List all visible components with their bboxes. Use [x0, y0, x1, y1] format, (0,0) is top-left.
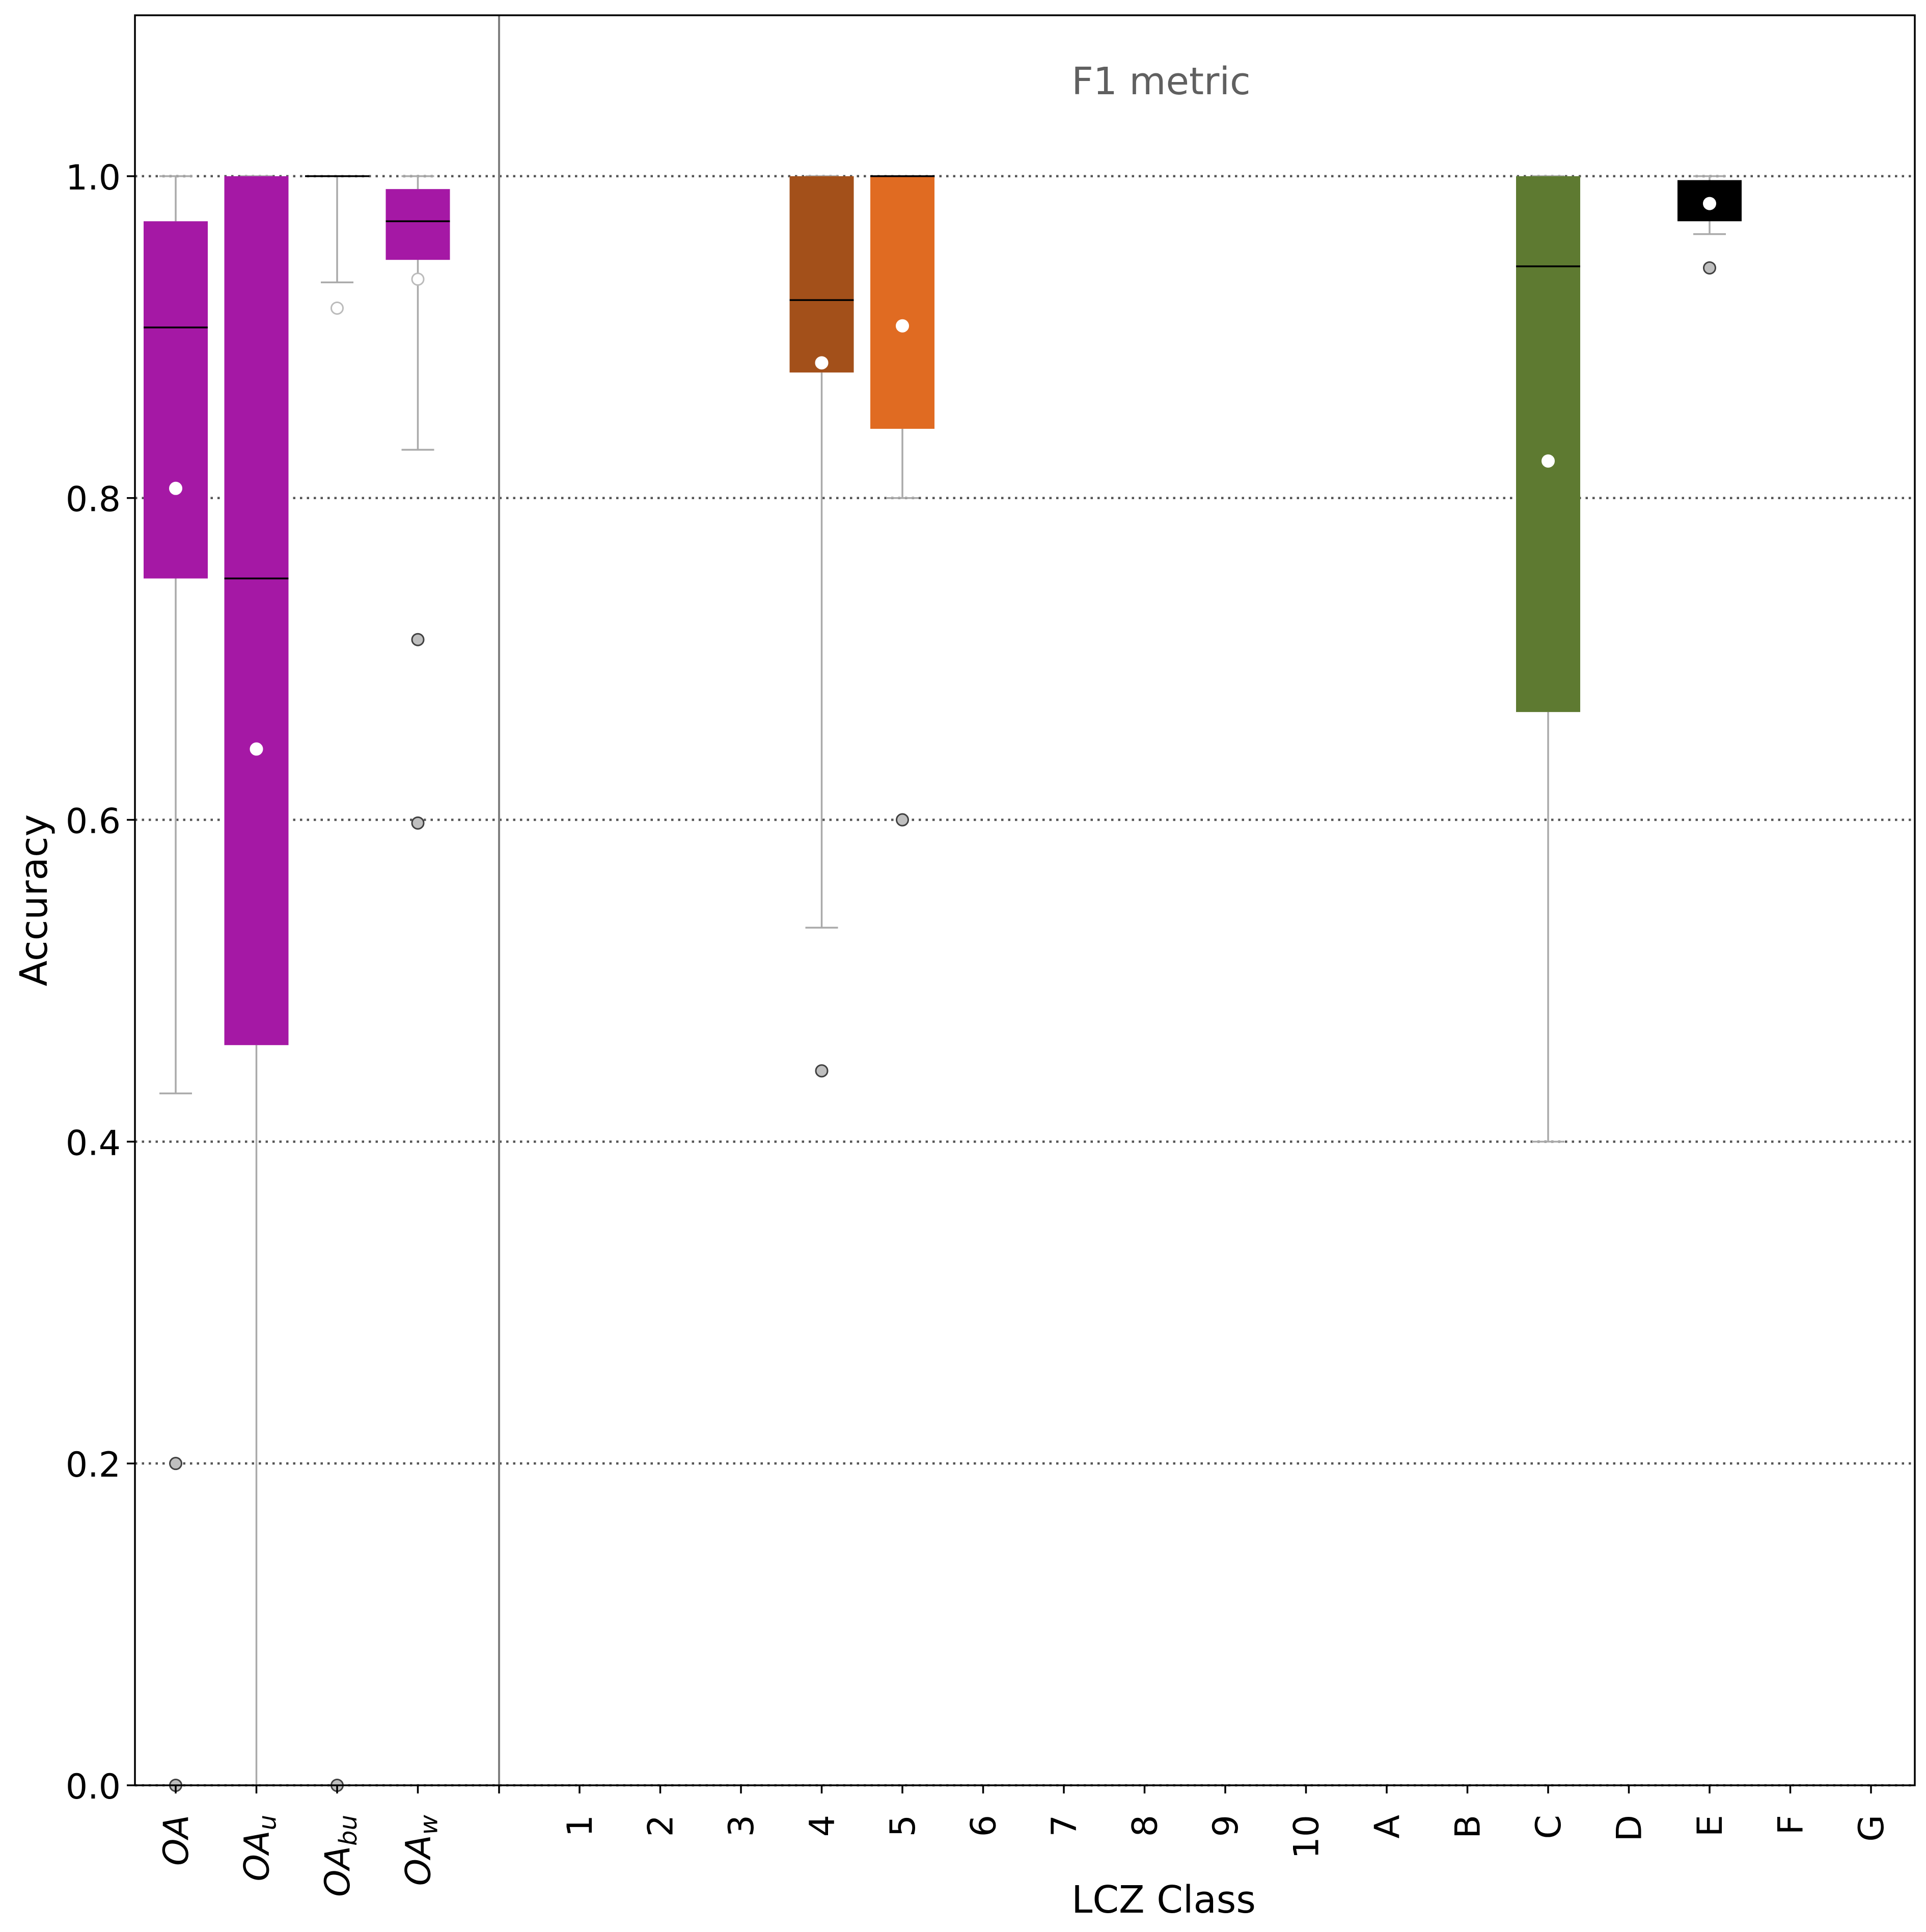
box-body — [144, 221, 208, 579]
outlier-point — [411, 816, 425, 830]
x-tick-label-class: 6 — [964, 1815, 1004, 1837]
mean-marker — [331, 301, 344, 315]
y-tick-label: 0.0 — [66, 1767, 121, 1807]
box-series — [144, 175, 1742, 1792]
box-body — [224, 176, 289, 1045]
x-tick-label-class: 9 — [1206, 1815, 1246, 1837]
outlier-point — [896, 813, 909, 827]
y-tick-label: 0.4 — [66, 1123, 121, 1163]
x-tick-label-class: F — [1771, 1815, 1811, 1835]
x-tick-label-overall: OAbu — [318, 1815, 363, 1897]
y-tick-label: 1.0 — [66, 158, 121, 198]
box-body — [789, 176, 854, 373]
x-tick-label-class: 2 — [641, 1815, 681, 1837]
x-tick-label-class: E — [1690, 1815, 1730, 1837]
plot-frame — [134, 14, 1916, 1786]
box-body — [870, 176, 934, 429]
mean-marker — [250, 742, 263, 756]
mean-marker — [411, 273, 425, 286]
x-tick-label-class: 1 — [560, 1815, 600, 1837]
x-tick-label-class: 8 — [1125, 1815, 1166, 1837]
box-OA_w — [386, 175, 450, 830]
outlier-point — [1703, 261, 1716, 275]
x-tick-label-class: D — [1610, 1815, 1650, 1841]
x-tick-label-class: G — [1852, 1815, 1892, 1842]
x-axis-label: LCZ Class — [1071, 1878, 1256, 1922]
x-tick-label-class: 10 — [1287, 1815, 1327, 1859]
y-tick-label: 0.8 — [66, 480, 121, 520]
outlier-point — [411, 633, 425, 646]
x-tick-label-class: 3 — [722, 1815, 762, 1837]
box-5 — [870, 175, 934, 827]
box-E — [1677, 175, 1742, 275]
x-tick-label-overall: OAu — [237, 1815, 282, 1881]
chart-title: F1 metric — [1071, 60, 1250, 103]
box-C — [1516, 175, 1580, 1143]
x-tick-label-overall: OA — [156, 1815, 197, 1866]
x-tick-label-class: 4 — [803, 1815, 843, 1837]
outlier-point — [169, 1457, 182, 1471]
box-body — [386, 189, 450, 260]
box-OA_bu — [305, 175, 369, 1792]
y-tick-label: 0.2 — [66, 1445, 121, 1485]
box-body — [1516, 176, 1580, 712]
x-axis-ticks: OA OAu OAbu OAw 1 2 3 4 5 6 7 8 9 10 A B C D E F G — [156, 1785, 1892, 1897]
mean-marker — [896, 319, 909, 333]
x-tick-label-class: 7 — [1044, 1815, 1085, 1837]
x-tick-label-class: A — [1367, 1815, 1408, 1839]
y-axis-label: Accuracy — [12, 814, 56, 987]
x-tick-label-class: 5 — [883, 1815, 923, 1837]
y-axis-ticks: 0.0 0.2 0.4 0.6 0.8 1.0 — [66, 158, 135, 1807]
x-tick-label-class: B — [1448, 1815, 1489, 1839]
mean-marker — [815, 356, 829, 370]
mean-marker — [1703, 197, 1716, 210]
mean-marker — [169, 481, 182, 495]
outlier-point — [815, 1064, 829, 1078]
x-tick-label-overall: OAw — [399, 1814, 444, 1886]
mean-marker — [1542, 454, 1555, 468]
y-tick-label: 0.6 — [66, 802, 121, 842]
x-tick-label-class: C — [1529, 1815, 1569, 1839]
box-OA_u — [224, 175, 289, 1786]
box-OA — [144, 175, 208, 1792]
box-4 — [789, 175, 854, 1078]
